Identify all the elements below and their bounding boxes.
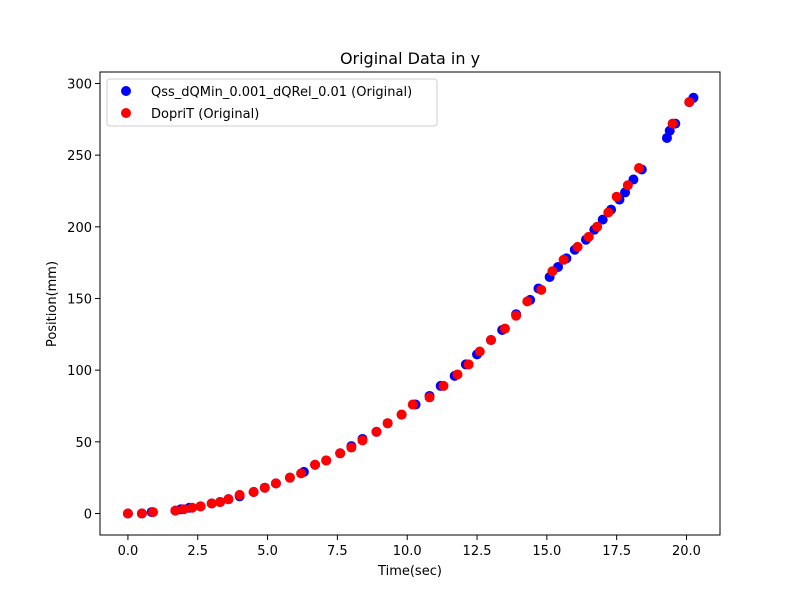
legend-marker-dopri	[121, 108, 131, 118]
y-tick-label: 100	[67, 364, 92, 379]
data-point-dopri	[357, 435, 368, 446]
data-point-dopri	[215, 497, 226, 508]
data-point-dopri	[452, 369, 463, 380]
data-point-dopri	[270, 478, 281, 489]
y-axis-label: Position(mm)	[45, 261, 60, 347]
plot-background	[100, 72, 720, 535]
legend-marker-qss	[121, 86, 131, 96]
data-point-dopri	[223, 494, 234, 505]
data-point-dopri	[583, 231, 594, 242]
data-point-dopri	[547, 266, 558, 277]
legend-label-dopri: DopriT (Original)	[151, 107, 259, 122]
y-tick-label: 200	[67, 221, 92, 236]
data-point-dopri	[284, 472, 295, 483]
x-tick-label: 5.0	[257, 544, 278, 559]
data-point-dopri	[178, 504, 189, 515]
data-point-dopri	[206, 498, 217, 509]
data-point-dopri	[684, 97, 695, 108]
x-tick-label: 7.5	[327, 544, 348, 559]
data-point-dopri	[634, 163, 645, 174]
data-point-dopri	[136, 508, 147, 519]
data-point-dopri	[499, 323, 510, 334]
x-tick-label: 20.0	[672, 544, 701, 559]
points-layer	[122, 92, 699, 519]
data-point-dopri	[667, 118, 678, 129]
data-point-dopri	[424, 392, 435, 403]
y-tick-label: 250	[67, 149, 92, 164]
data-point-dopri	[463, 359, 474, 370]
data-point-dopri	[187, 502, 198, 513]
data-point-dopri	[511, 310, 522, 321]
data-point-dopri	[248, 486, 259, 497]
data-point-dopri	[572, 241, 583, 252]
data-point-dopri	[321, 455, 332, 466]
legend-box	[106, 78, 438, 127]
data-point-dopri	[522, 296, 533, 307]
y-tick-label: 150	[67, 292, 92, 307]
y-tick-label: 50	[75, 436, 92, 451]
y-axis: 0 50 100 150 200 250 300	[67, 77, 100, 522]
data-point-dopri	[474, 346, 485, 357]
data-point-dopri	[438, 380, 449, 391]
data-point-dopri	[234, 489, 245, 500]
y-tick-label: 0	[84, 507, 92, 522]
plot-frame	[99, 71, 721, 536]
plot-area	[99, 71, 721, 536]
data-point-dopri	[296, 468, 307, 479]
data-point-dopri	[170, 505, 181, 516]
x-tick-label: 2.5	[187, 544, 208, 559]
data-point-dopri	[485, 335, 496, 346]
legend: Qss_dQMin_0.001_dQRel_0.01 (Original) Do…	[106, 78, 438, 127]
data-point-dopri	[382, 418, 393, 429]
x-tick-label: 15.0	[532, 544, 561, 559]
data-point-dopri	[346, 442, 357, 453]
x-axis: 0.0 2.5 5.0 7.5 10.0 12.5 15.0 17.5 20.0	[118, 535, 701, 559]
data-point-dopri	[611, 191, 622, 202]
data-point-dopri	[592, 221, 603, 232]
x-tick-label: 0.0	[118, 544, 139, 559]
y-tick-label: 300	[67, 77, 92, 92]
data-point-dopri	[335, 448, 346, 459]
data-point-qss	[597, 214, 608, 225]
data-point-dopri	[558, 254, 569, 265]
data-point-dopri	[371, 426, 382, 437]
data-point-dopri	[259, 482, 270, 493]
data-point-dopri	[122, 508, 133, 519]
data-point-dopri	[310, 459, 321, 470]
x-tick-label: 10.0	[393, 544, 422, 559]
chart-title: Original Data in y	[340, 49, 480, 68]
legend-label-qss: Qss_dQMin_0.001_dQRel_0.01 (Original)	[151, 85, 412, 100]
data-point-dopri	[396, 409, 407, 420]
x-tick-label: 12.5	[463, 544, 492, 559]
data-point-dopri	[603, 207, 614, 218]
data-point-dopri	[148, 507, 159, 518]
data-point-dopri	[195, 501, 206, 512]
data-point-dopri	[622, 180, 633, 191]
x-tick-label: 17.5	[602, 544, 631, 559]
data-point-dopri	[407, 399, 418, 410]
series-dopri	[122, 97, 695, 519]
data-point-dopri	[536, 284, 547, 295]
x-axis-label: Time(sec)	[377, 564, 442, 579]
